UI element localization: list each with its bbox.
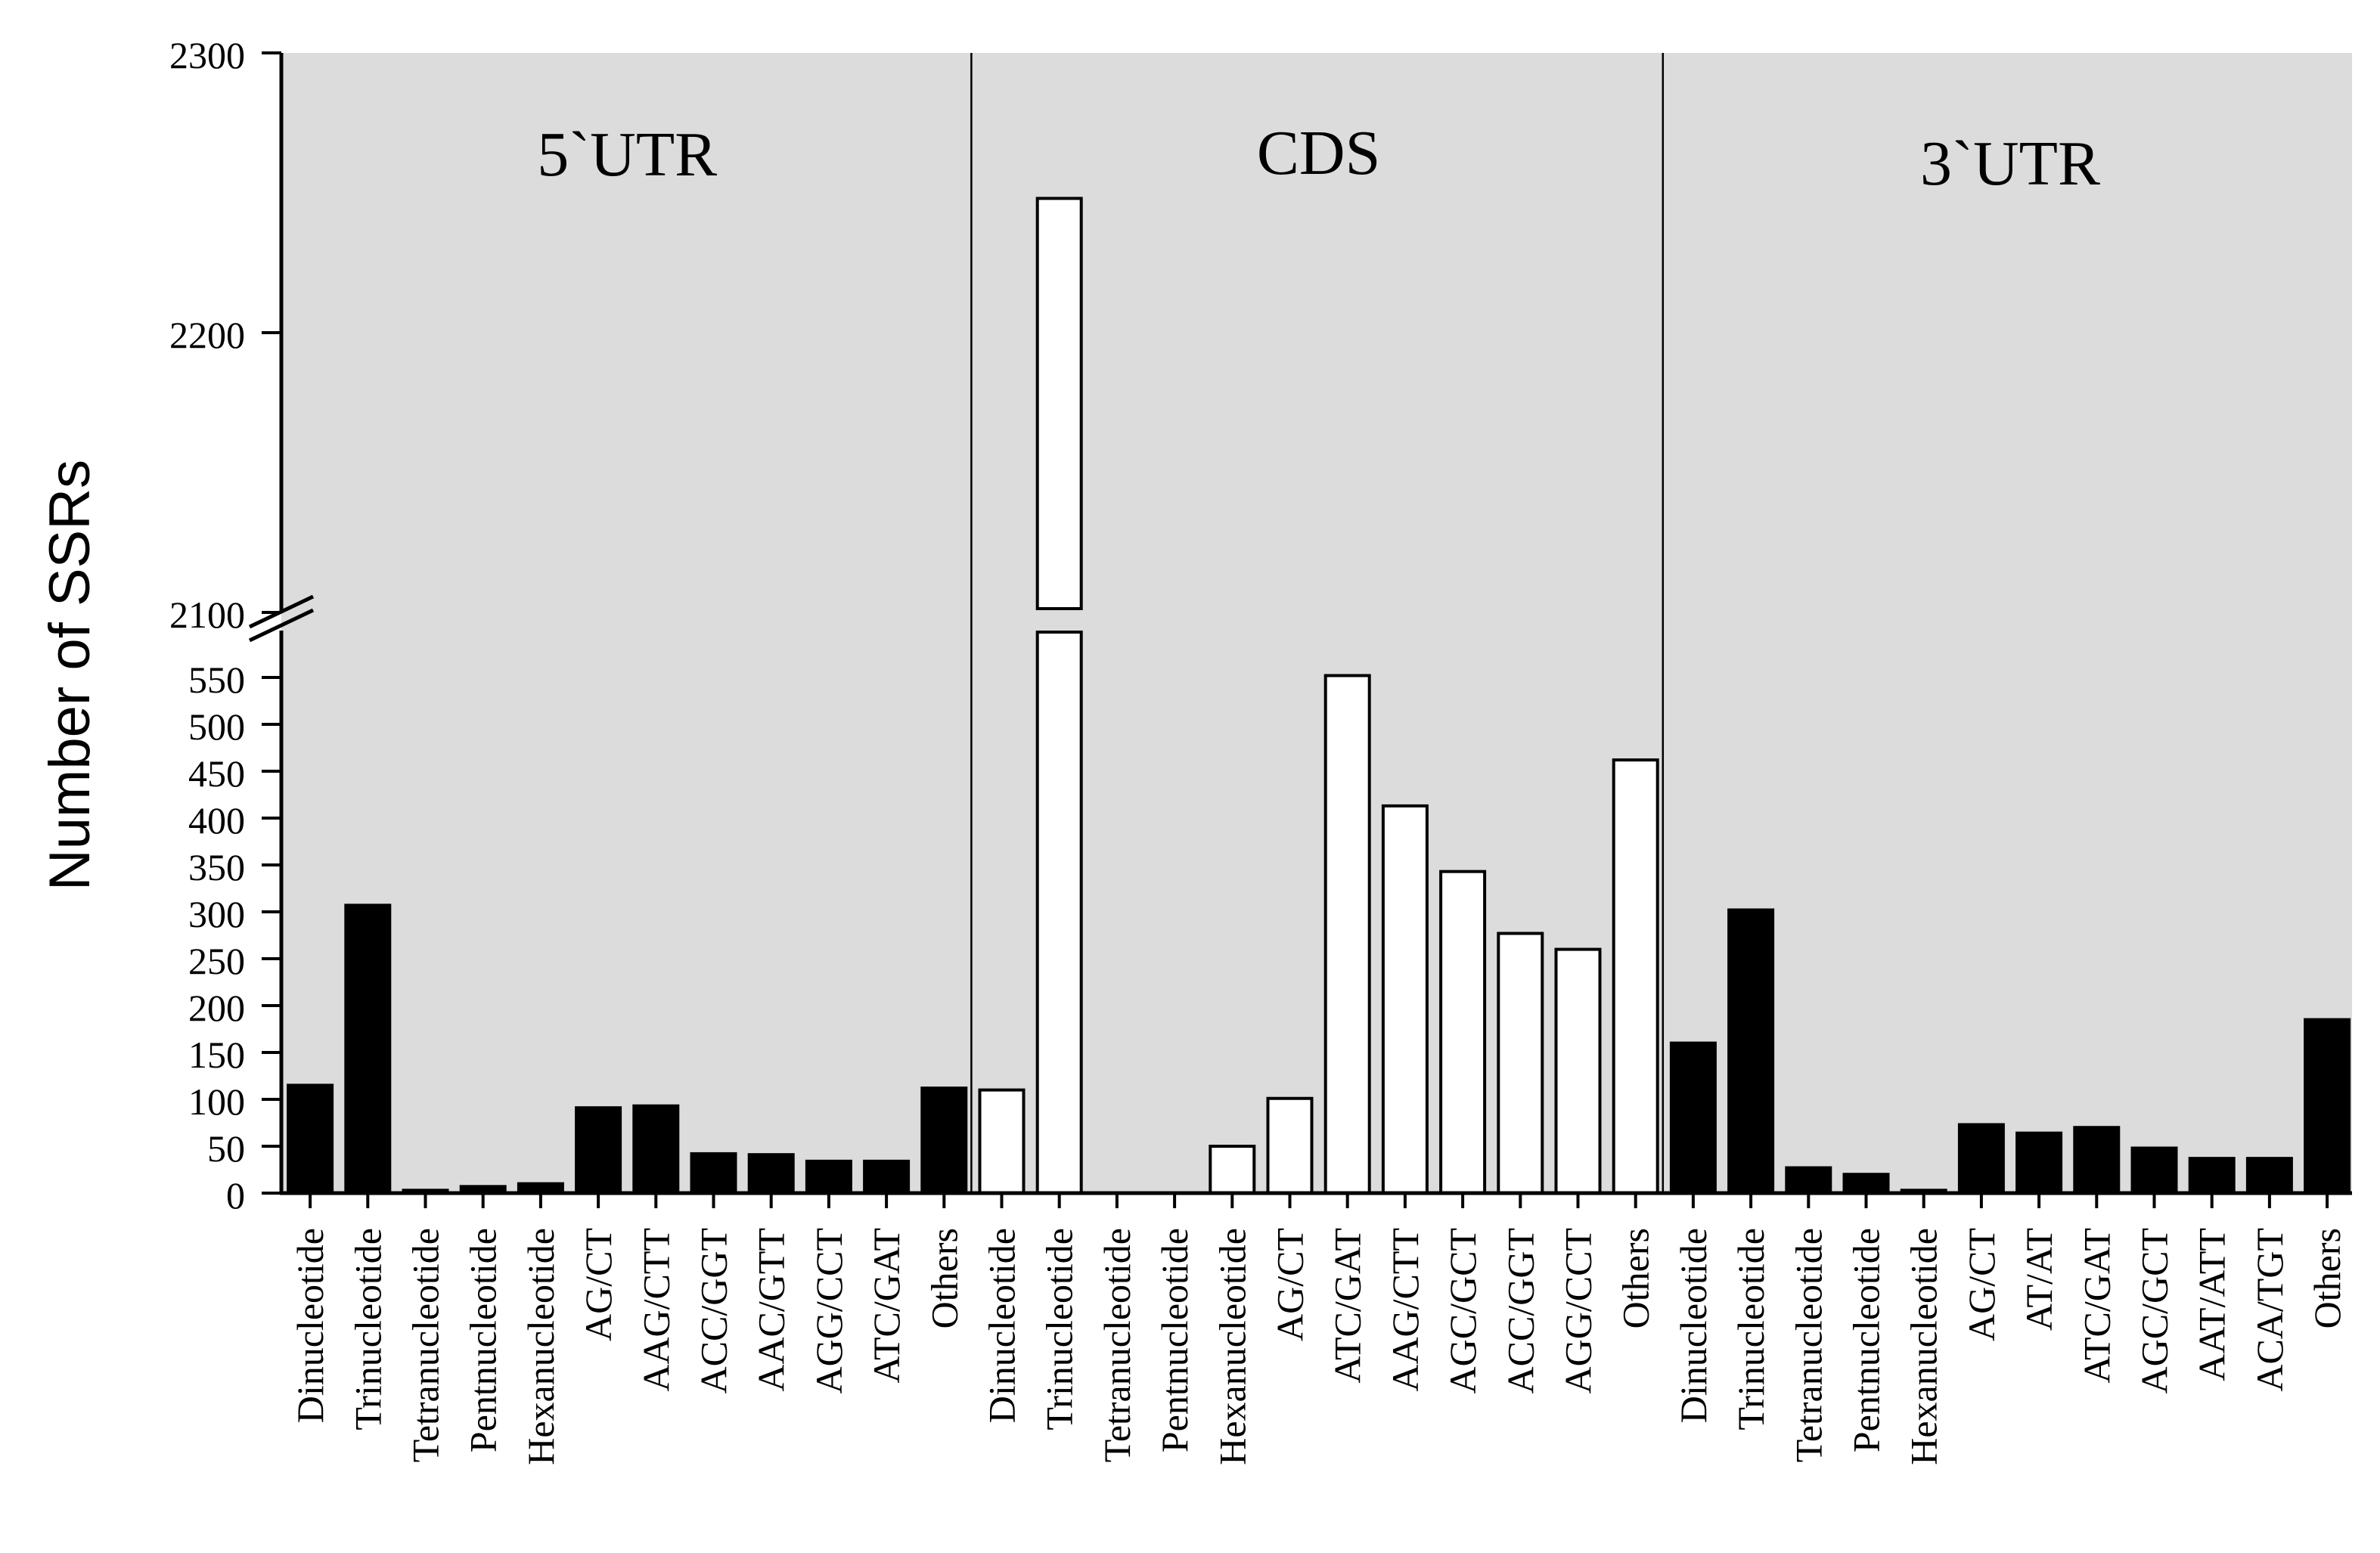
x-tick-label: Hexanucleotide — [520, 1228, 562, 1465]
bar — [287, 1083, 334, 1195]
section-dividers — [970, 53, 1665, 1193]
section-title: 3`UTR — [1920, 129, 2100, 199]
bar — [2304, 1018, 2351, 1195]
bar — [2073, 1126, 2121, 1195]
bar — [1323, 674, 1371, 1195]
x-tick-label: Pentnucleotide — [1845, 1228, 1888, 1452]
bar — [1554, 947, 1602, 1195]
x-tick-label: Pentnucleotide — [462, 1228, 504, 1452]
x-tick-label: ACC/GGT — [1499, 1228, 1541, 1393]
y-tick-label: 250 — [188, 940, 245, 982]
y-tick-label: 0 — [226, 1174, 245, 1217]
x-labels-group: Dinucleotide Trinucleotide Tetranucleotide… — [289, 1193, 2348, 1465]
y-axis-title: Number of SSRs — [38, 460, 102, 891]
x-tick-label: AG/CT — [1960, 1228, 2003, 1341]
x-tick-label: Others — [1615, 1228, 1657, 1328]
y-tick-label: 450 — [188, 752, 245, 795]
x-tick-label: Trinucleotide — [1730, 1228, 1772, 1431]
bar — [575, 1106, 622, 1195]
bar — [1612, 758, 1659, 1195]
plot-area — [281, 53, 2352, 1193]
x-tick-label: Hexanucleotide — [1903, 1228, 1945, 1465]
x-tick-label: AG/CT — [577, 1228, 619, 1341]
x-tick-label: AAG/CTT — [635, 1228, 677, 1392]
x-tick-label: AGG/CCT — [1557, 1228, 1600, 1393]
axis-break-mark — [248, 608, 315, 643]
y-tick-label: 2100 — [169, 594, 245, 636]
bar — [690, 1152, 737, 1195]
bar — [747, 1153, 795, 1195]
x-tick-label: ATC/GAT — [1327, 1228, 1369, 1384]
bar — [1266, 1096, 1314, 1195]
x-tick-label: Dinucleotide — [289, 1228, 331, 1423]
y-tick-label: 2300 — [169, 34, 245, 76]
x-tick-label: AGC/GCT — [2133, 1228, 2176, 1393]
y-tick-label: 350 — [188, 846, 245, 888]
x-tick-label: AGC/GCT — [1441, 1228, 1484, 1393]
bar — [1957, 1123, 2005, 1195]
x-tick-label: Others — [2306, 1228, 2348, 1328]
bar — [2188, 1157, 2236, 1195]
plot-background-group — [281, 53, 2352, 1193]
x-tick-label: Others — [923, 1228, 965, 1328]
section-title: CDS — [1257, 118, 1380, 188]
y-tick-label: 50 — [207, 1127, 245, 1170]
x-tick-label: Tetranucleotide — [1787, 1228, 1829, 1462]
section-title: 5`UTR — [537, 119, 717, 190]
bar — [344, 904, 392, 1195]
y-tick-label: 300 — [188, 893, 245, 935]
bar — [1842, 1173, 1890, 1195]
x-tick-label: AAC/GTT — [750, 1228, 793, 1392]
bar — [1669, 1041, 1717, 1195]
x-tick-label: Trinucleotide — [1038, 1228, 1081, 1431]
bar — [920, 1086, 968, 1195]
x-tick-label: AAT/ATT — [2191, 1228, 2233, 1381]
bar — [2015, 1131, 2063, 1195]
x-tick-label: Tetranucleotide — [405, 1228, 447, 1462]
bar-upper-segment — [1035, 197, 1083, 610]
y-tick-label: 2200 — [169, 314, 245, 356]
x-tick-label: ATC/GAT — [865, 1228, 908, 1384]
bar — [632, 1104, 680, 1195]
x-tick-label: AGG/CCT — [808, 1228, 850, 1393]
bar — [1785, 1166, 1832, 1195]
x-tick-label: AAG/CTT — [1384, 1228, 1426, 1392]
bar — [1035, 631, 1083, 1195]
x-tick-label: ACA/TGT — [2248, 1228, 2291, 1392]
bar — [805, 1159, 852, 1195]
y-tick-label: 500 — [188, 705, 245, 748]
bar — [978, 1088, 1026, 1195]
bar — [2245, 1157, 2293, 1195]
y-tick-label: 100 — [188, 1080, 245, 1123]
bar — [1439, 869, 1487, 1195]
bar — [2130, 1146, 2178, 1195]
x-tick-label: ACC/GGT — [693, 1228, 735, 1393]
bar — [1381, 804, 1429, 1195]
bar — [1727, 908, 1775, 1195]
x-tick-label: Pentnucleotide — [1153, 1228, 1196, 1452]
y-tick-label: 550 — [188, 659, 245, 701]
bar — [1497, 931, 1544, 1195]
x-tick-label: Dinucleotide — [1672, 1228, 1714, 1423]
x-tick-label: Hexanucleotide — [1211, 1228, 1253, 1465]
y-tick-label: 400 — [188, 799, 245, 842]
x-tick-label: Trinucleotide — [346, 1228, 389, 1431]
x-tick-label: AT/AT — [2018, 1228, 2060, 1331]
bar — [1209, 1145, 1256, 1195]
section-titles: 5`UTR CDS 3`UTR — [537, 118, 2100, 199]
x-tick-label: AG/CT — [1269, 1228, 1311, 1341]
bar — [863, 1159, 911, 1195]
x-tick-label: ATC/GAT — [2075, 1228, 2118, 1384]
x-tick-label: Tetranucleotide — [1096, 1228, 1138, 1462]
y-tick-label: 150 — [188, 1034, 245, 1076]
y-tick-label: 200 — [188, 987, 245, 1029]
x-tick-label: Dinucleotide — [981, 1228, 1023, 1423]
